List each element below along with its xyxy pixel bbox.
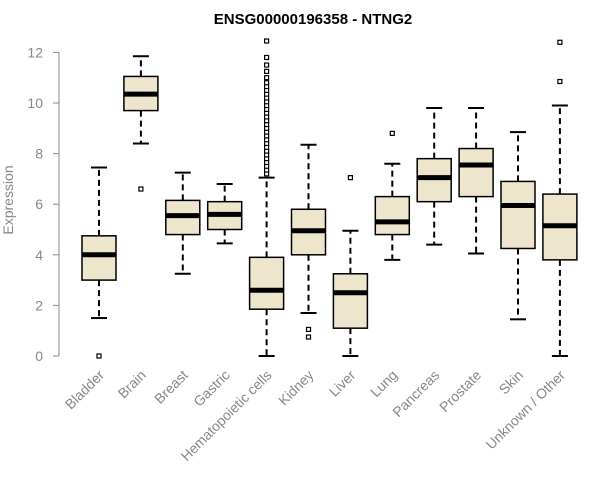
box-skin [500,131,536,321]
x-tick-label: Skin [496,367,527,398]
x-tick-label: Brain [115,367,149,401]
box-iqr [500,180,536,250]
box-iqr [332,273,369,329]
chart-title: ENSG00000196358 - NTNG2 [214,11,412,28]
x-tick-label: Unknown / Other [482,367,568,453]
outlier-point [264,80,270,86]
x-tick-label: Pancreas [389,367,442,420]
outlier-point [557,39,563,45]
box-kidney [290,143,327,340]
boxes [81,38,578,359]
outlier-point [264,38,270,44]
y-tick-label: 6 [35,196,43,212]
box-iqr [248,256,285,310]
outlier-point [264,68,270,74]
box-hematopoietic-cells [248,38,285,357]
x-tick-label: Prostate [436,367,484,415]
outlier-point [264,75,270,81]
outlier-point [557,78,563,85]
x-tick-label: Liver [326,367,359,400]
box-liver [332,175,369,357]
x-tick-label: Kidney [275,367,317,409]
x-tick-label: Breast [151,367,191,407]
y-tick-label: 0 [35,348,43,364]
outlier-point [305,326,312,333]
box-prostate [458,107,494,255]
y-tick-label: 2 [35,297,43,313]
outlier-point [305,334,312,340]
box-iqr [458,147,494,198]
box-unknown-other [542,39,578,357]
outlier-point [347,175,353,181]
outlier-point [389,130,395,136]
outlier-point [138,186,144,192]
y-axis: 0 2 4 6 8 10 12 [27,44,60,364]
outlier-point [264,62,270,68]
box-pancreas [416,107,452,246]
box-breast [165,171,201,275]
box-lung [374,130,411,261]
y-tick-label: 4 [35,247,43,263]
box-brain [123,55,159,192]
box-iqr [81,235,117,281]
box-iqr [416,157,452,203]
box-bladder [81,166,117,359]
y-tick-label: 10 [27,95,43,111]
box-gastric [206,182,243,245]
outlier-point [96,353,102,359]
outlier-point [264,54,270,61]
y-axis-label: Expression [0,165,16,234]
x-tick-label: Bladder [62,367,108,413]
y-tick-label: 8 [35,146,43,162]
box-iqr [374,195,411,236]
y-tick-label: 12 [27,44,43,60]
x-tick-label: Lung [367,367,400,400]
